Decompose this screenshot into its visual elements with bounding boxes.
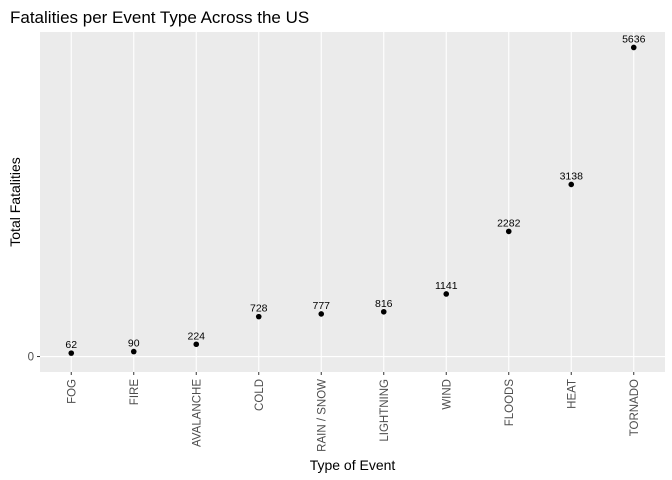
chart-title: Fatalities per Event Type Across the US (10, 8, 309, 27)
x-tick-label: FIRE (129, 379, 141, 406)
data-label: 816 (375, 298, 393, 310)
x-tick-label: HEAT (566, 379, 578, 409)
x-tick-label: AVALANCHE (191, 379, 203, 447)
data-label: 5636 (622, 33, 646, 45)
x-axis-title: Type of Event (310, 457, 396, 473)
data-label: 777 (312, 300, 330, 312)
x-tick-label: RAIN / SNOW (316, 379, 328, 452)
data-point (630, 44, 637, 51)
x-tick-label: FLOODS (504, 379, 516, 427)
x-axis-ticks: FOG FIRE AVALANCHE COLD RAIN / SNOW LIGHTNING… (66, 372, 641, 452)
data-label: 90 (128, 338, 140, 350)
x-tick-label: FOG (66, 379, 78, 404)
y-tick-label: 0 (28, 352, 34, 364)
data-label: 224 (187, 330, 205, 342)
x-tick-label: LIGHTNING (379, 379, 391, 442)
plot-panel (40, 32, 665, 372)
y-axis-ticks: 0 (28, 352, 40, 364)
x-tick-label: WIND (441, 379, 453, 410)
data-label: 3138 (560, 170, 584, 182)
data-points (68, 44, 637, 356)
x-tick-label: COLD (254, 379, 266, 411)
data-point (130, 348, 137, 355)
data-point (568, 181, 575, 188)
data-labels: 62 90 224 728 777 816 1141 2282 3138 5636 (65, 33, 645, 351)
data-point (505, 228, 512, 235)
data-point (255, 313, 262, 320)
data-label: 62 (65, 339, 77, 351)
grid-lines (40, 32, 665, 372)
data-point (68, 350, 75, 356)
data-label: 1141 (435, 280, 458, 292)
x-tick-label: TORNADO (629, 379, 641, 436)
data-point (380, 308, 387, 315)
data-point (443, 291, 450, 297)
y-axis-title: Total Fatalities (7, 157, 23, 246)
data-label: 728 (250, 303, 268, 315)
data-point (193, 341, 200, 348)
data-point (318, 311, 325, 317)
data-label: 2282 (497, 217, 521, 229)
